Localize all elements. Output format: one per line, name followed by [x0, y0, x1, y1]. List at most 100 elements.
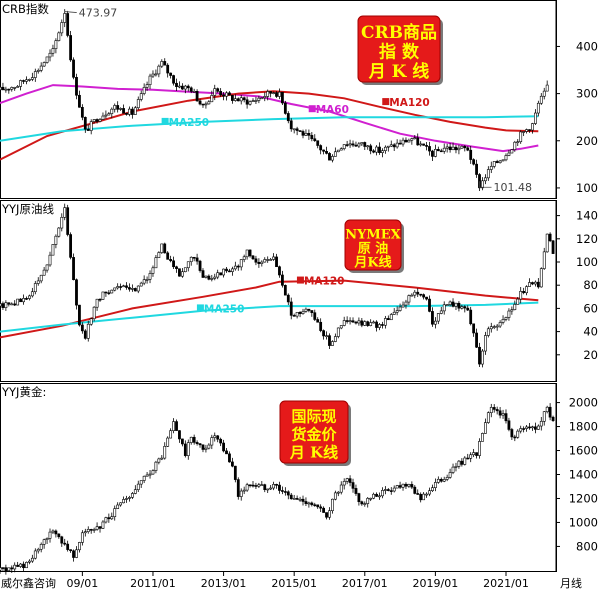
candle-body [4, 88, 8, 91]
candle-body [107, 517, 111, 520]
candle-body [407, 295, 411, 303]
candle-body [239, 97, 243, 102]
candle-body [481, 350, 484, 365]
candle-body [10, 87, 14, 90]
candle-body [295, 128, 299, 131]
candle-body [292, 128, 296, 131]
candle-body [95, 119, 99, 122]
candle-body [151, 470, 155, 475]
candle-body [186, 261, 190, 269]
badge-line: 月K线 [353, 254, 391, 270]
candle-body [86, 529, 90, 532]
candle-body [98, 526, 102, 529]
candle-body [463, 306, 467, 309]
x-tick-label: 2011/01 [130, 577, 176, 590]
candle-body [119, 502, 123, 506]
candle-body [251, 255, 255, 260]
candle-body [307, 308, 311, 311]
candle-body [269, 259, 273, 261]
candle-body [89, 529, 93, 531]
candle-body [95, 298, 99, 308]
y-tick-label: 140 [576, 209, 598, 223]
candle-body [351, 143, 355, 146]
candle-body [289, 494, 293, 500]
candle-body [80, 532, 84, 543]
y-tick-label: 120 [576, 232, 598, 246]
candle-body [183, 267, 187, 273]
candle-body [19, 563, 22, 567]
candle-body [504, 317, 508, 320]
candle-body [107, 292, 111, 295]
candle-body [83, 531, 87, 534]
candle-body [445, 477, 449, 480]
candle-body [451, 301, 455, 307]
candle-body [45, 538, 49, 540]
candle-body [442, 479, 446, 482]
candle-body [272, 256, 275, 260]
candle-body [78, 542, 81, 551]
candle-body [13, 564, 17, 570]
badge-line: 月 K线 [289, 443, 338, 461]
candle-body [469, 309, 473, 325]
candle-body [51, 48, 55, 54]
candle-body [298, 312, 302, 314]
candle-body [431, 150, 434, 157]
candle-body [510, 429, 514, 438]
candle-body [313, 312, 317, 320]
candle-body [331, 156, 334, 161]
candle-body [386, 318, 390, 321]
badge-line: CRB商品 [361, 22, 437, 43]
candle-body [119, 108, 123, 110]
candle-body [507, 310, 511, 318]
candle-body [331, 341, 334, 346]
candle-body [354, 488, 358, 494]
candle-body [519, 131, 523, 143]
candle-body [389, 314, 393, 321]
candle-body [286, 294, 290, 303]
candle-body [534, 281, 537, 285]
candle-body [328, 335, 331, 346]
candle-body [231, 461, 234, 467]
candle-body [354, 144, 358, 147]
candle-body [75, 77, 78, 96]
candle-body [333, 492, 337, 500]
candle-body [166, 64, 170, 74]
candle-body [319, 145, 323, 151]
y-tick-label: 1600 [569, 444, 598, 458]
candle-body [534, 426, 537, 430]
candle-body [239, 259, 243, 268]
candle-body [419, 494, 423, 501]
candle-body [4, 302, 8, 308]
candle-body [536, 102, 540, 114]
candle-body [339, 148, 343, 151]
candle-body [307, 502, 311, 505]
candle-body [513, 436, 517, 439]
candle-body [60, 217, 64, 229]
candle-body [33, 283, 37, 293]
candle-body [207, 101, 211, 105]
candle-body [483, 177, 487, 182]
candle-body [201, 444, 205, 450]
candle-body [407, 484, 411, 487]
candle-body [495, 409, 499, 412]
candle-body [130, 288, 134, 290]
candle-body [454, 302, 458, 307]
candle-body [383, 489, 387, 491]
candle-body [163, 446, 167, 459]
candle-body [175, 82, 178, 87]
candle-body [83, 330, 87, 339]
candle-body [63, 13, 67, 23]
candle-body [104, 114, 108, 117]
candlestick-series [0, 403, 555, 575]
candle-body [431, 311, 434, 325]
candle-body [19, 80, 22, 87]
candle-body [30, 557, 34, 562]
candle-body [392, 144, 396, 148]
candle-body [48, 254, 52, 266]
candle-body [69, 234, 73, 258]
candle-body [419, 143, 423, 146]
candle-body [375, 321, 378, 328]
candle-body [257, 97, 261, 101]
candle-body [78, 304, 81, 326]
